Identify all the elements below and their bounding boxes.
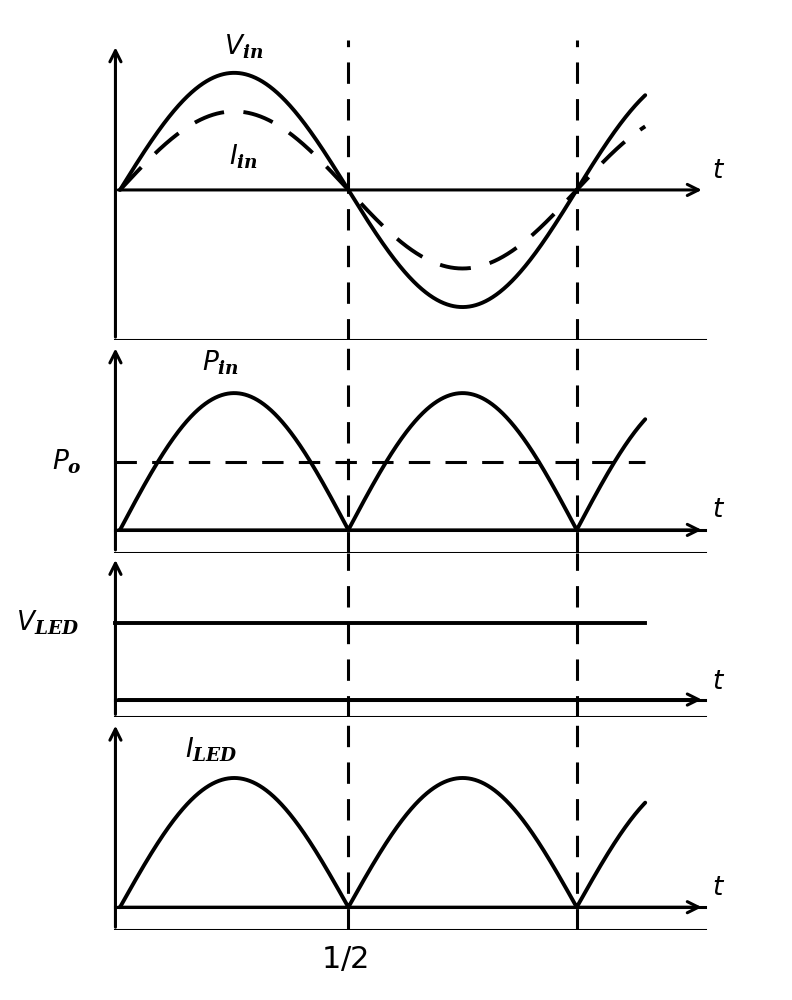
Text: $1/2$: $1/2$ xyxy=(321,944,368,975)
Text: $t$: $t$ xyxy=(712,875,725,900)
Text: $I_{\mathregular{in}}$: $I_{\mathregular{in}}$ xyxy=(229,143,258,171)
Text: $V_{\mathregular{LED}}$: $V_{\mathregular{LED}}$ xyxy=(16,609,79,637)
Text: $t$: $t$ xyxy=(712,158,725,183)
Text: $I_{\mathregular{LED}}$: $I_{\mathregular{LED}}$ xyxy=(185,735,238,764)
Text: $P_{\mathregular{in}}$: $P_{\mathregular{in}}$ xyxy=(202,348,239,377)
Text: $t$: $t$ xyxy=(712,497,725,522)
Text: $V_{\mathregular{in}}$: $V_{\mathregular{in}}$ xyxy=(223,33,263,61)
Text: $t$: $t$ xyxy=(712,669,725,694)
Text: $P_{\mathregular{o}}$: $P_{\mathregular{o}}$ xyxy=(51,447,82,476)
